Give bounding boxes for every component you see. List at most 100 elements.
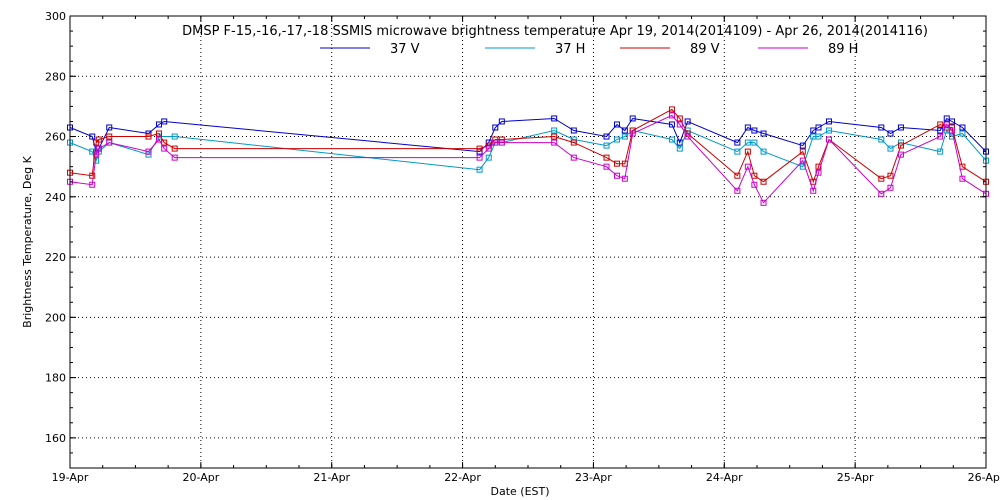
y-tick-label: 200 (45, 311, 66, 324)
data-point (476, 145, 483, 152)
data-point (145, 148, 152, 155)
data-point (744, 124, 751, 131)
data-point (878, 175, 885, 182)
data-point (89, 172, 96, 179)
data-point (959, 175, 966, 182)
data-point (959, 124, 966, 131)
data-point (668, 136, 675, 143)
data-point (887, 145, 894, 152)
data-point (171, 133, 178, 140)
data-point (887, 130, 894, 137)
data-point (145, 133, 152, 140)
data-point (603, 142, 610, 149)
data-point (937, 148, 944, 155)
data-point (684, 118, 691, 125)
data-point (570, 127, 577, 134)
data-point (751, 127, 758, 134)
x-tick-label: 25-Apr (837, 471, 874, 484)
data-point (760, 130, 767, 137)
data-point (95, 136, 102, 143)
grid (70, 16, 986, 468)
data-point (89, 181, 96, 188)
data-point (897, 124, 904, 131)
data-point (684, 133, 691, 140)
data-point (498, 136, 505, 143)
y-tick-label: 260 (45, 131, 66, 144)
data-point (810, 187, 817, 194)
data-point (476, 166, 483, 173)
data-point (744, 148, 751, 155)
data-point (937, 121, 944, 128)
data-point (95, 145, 102, 152)
data-point (603, 163, 610, 170)
data-point (629, 115, 636, 122)
data-point (810, 127, 817, 134)
series-89-h (67, 112, 989, 206)
data-point (492, 136, 499, 143)
data-point (948, 118, 955, 125)
tick-group: 19-Apr 20-Apr 21-Apr 22-Apr 23-Apr 24-Apr 25-A… (45, 10, 1000, 484)
data-point (815, 133, 822, 140)
data-point (676, 121, 683, 128)
data-point (878, 124, 885, 131)
data-point (155, 130, 162, 137)
data-point (897, 151, 904, 158)
data-point (485, 145, 492, 152)
x-axis-label: Date (EST) (490, 485, 549, 498)
data-point (551, 127, 558, 134)
data-point (799, 148, 806, 155)
data-point (551, 133, 558, 140)
data-point (815, 169, 822, 176)
y-tick-label: 280 (45, 70, 66, 83)
y-tick-label: 180 (45, 372, 66, 385)
data-point (887, 184, 894, 191)
data-point (751, 139, 758, 146)
data-point (676, 115, 683, 122)
data-point (734, 148, 741, 155)
x-tick-label: 26-Apr (968, 471, 1000, 484)
data-point (897, 142, 904, 149)
data-point (570, 154, 577, 161)
legend-label: 37 H (555, 42, 585, 57)
y-tick-label: 240 (45, 191, 66, 204)
data-point (492, 139, 499, 146)
x-tick-label: 23-Apr (575, 471, 612, 484)
data-point (93, 151, 100, 158)
data-point (603, 154, 610, 161)
data-point (760, 199, 767, 206)
chart-title: DMSP F-15,-16,-17,-18 SSMIS microwave br… (182, 24, 928, 39)
x-tick-label: 19-Apr (52, 471, 89, 484)
y-tick-label: 220 (45, 251, 66, 264)
y-tick-label: 300 (45, 10, 66, 23)
data-point (815, 163, 822, 170)
data-point (760, 148, 767, 155)
data-point (751, 172, 758, 179)
data-point (878, 190, 885, 197)
data-point (498, 118, 505, 125)
data-point (161, 145, 168, 152)
series-37-v (67, 115, 989, 155)
data-point (155, 136, 162, 143)
data-point (943, 121, 950, 128)
data-point (825, 118, 832, 125)
data-point (676, 145, 683, 152)
data-point (171, 154, 178, 161)
data-point (744, 139, 751, 146)
data-point (89, 133, 96, 140)
data-point (668, 106, 675, 113)
data-point (613, 160, 620, 167)
y-axis-label: Brightness Temperature, Deg K (21, 155, 34, 327)
data-point (751, 181, 758, 188)
x-tick-label: 20-Apr (182, 471, 219, 484)
data-point (734, 139, 741, 146)
data-point (734, 172, 741, 179)
data-point (603, 133, 610, 140)
data-point (106, 133, 113, 140)
data-point (613, 136, 620, 143)
data-point (799, 142, 806, 149)
data-point (825, 136, 832, 143)
data-point (621, 127, 628, 134)
data-point (621, 133, 628, 140)
